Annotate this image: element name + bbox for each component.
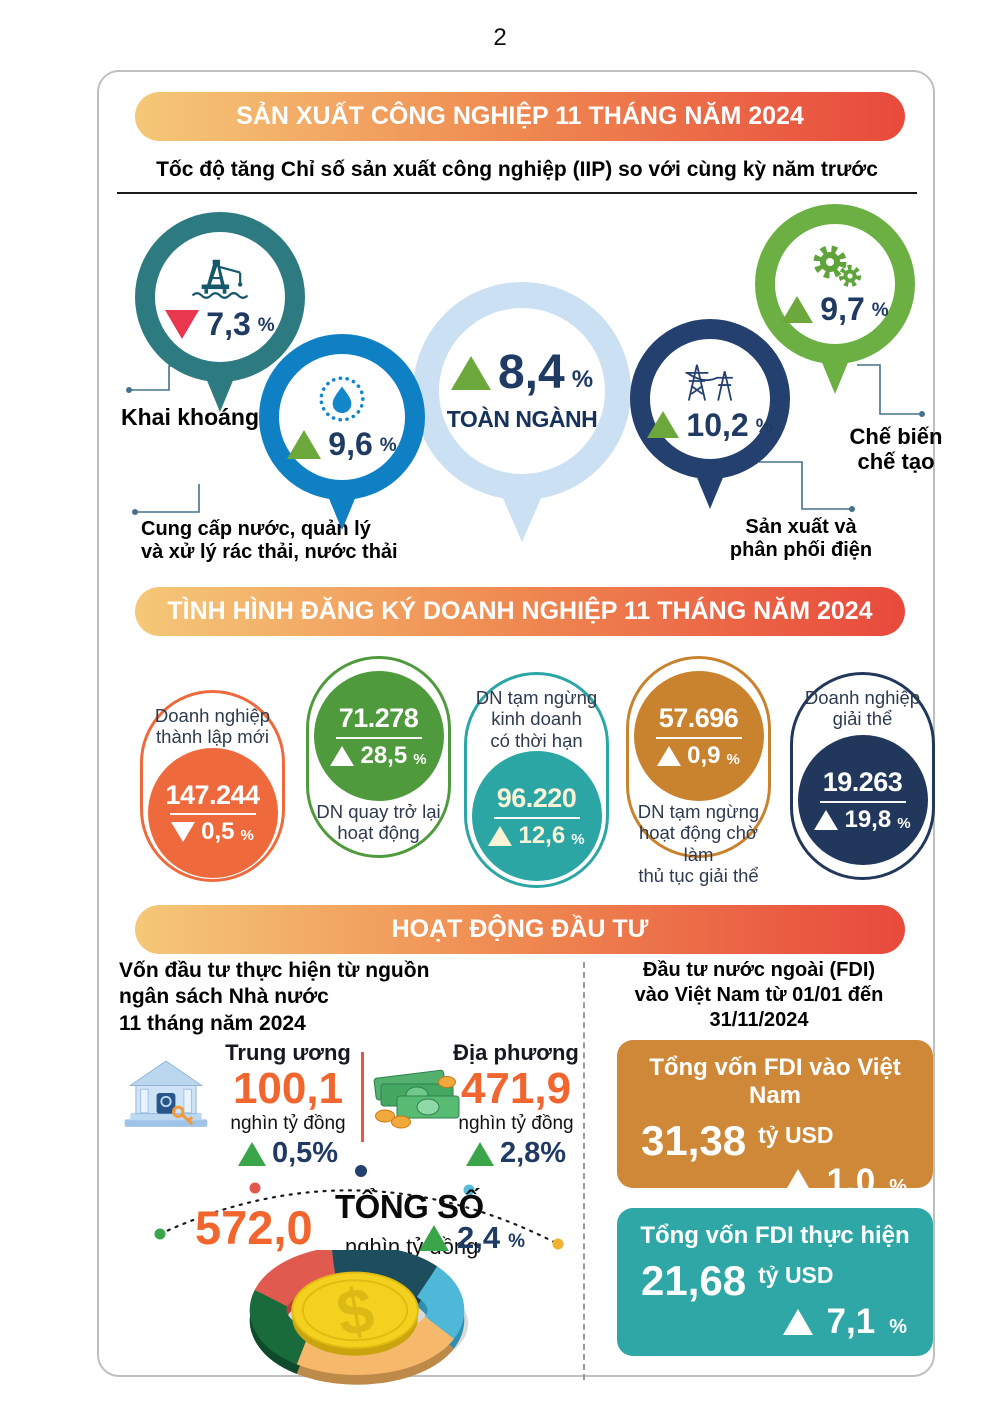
biz-card-returning: 71.278 28,5 % DN quay trở lại hoạt động (306, 656, 451, 858)
fdi-total-box: Tổng vốn FDI vào Việt Nam 31,38 tỷ USD 1… (617, 1040, 933, 1199)
up-triangle-icon (450, 356, 491, 390)
bubble-manufacturing: 9,7 % (755, 204, 915, 394)
section-header-business: TÌNH HÌNH ĐĂNG KÝ DOANH NGHIỆP 11 THÁNG … (135, 587, 905, 636)
bank-icon (124, 1060, 208, 1127)
up-triangle-icon (237, 1141, 266, 1166)
bubble-mining: 7,3 % (135, 212, 305, 412)
dotted-arc (154, 1165, 564, 1250)
biz-card-suspended: DN tạm ngừng kinh doanh có thời hạn 96.2… (464, 672, 609, 888)
central-value: 100,1 (232, 1064, 344, 1113)
manufacturing-value: 9,7 (820, 291, 865, 327)
biz-card-awaiting-dissolution: 57.696 0,9 % DN tạm ngừng hoạt động chờ … (626, 656, 771, 886)
vertical-divider (583, 962, 585, 1380)
local-budget-stat: Địa phương 471,9 nghìn tỷ đồng 2,8% (441, 1040, 591, 1168)
section-title: TÌNH HÌNH ĐĂNG KÝ DOANH NGHIỆP 11 THÁNG … (167, 597, 873, 625)
up-triangle-icon (647, 411, 680, 438)
up-triangle-icon (419, 1224, 449, 1251)
page-number: 2 (493, 24, 507, 51)
content-card: SẢN XUẤT CÔNG NGHIỆP 11 THÁNG NĂM 2024 T… (97, 70, 942, 1385)
biz-card-circle: 71.278 28,5 % (313, 671, 444, 801)
gears-icon (813, 245, 862, 288)
mining-value: 7,3 (206, 306, 251, 342)
biz-card-new: Doanh nghiệp thành lập mới 147.244 0,5 % (140, 690, 285, 882)
section-title: HOẠT ĐỘNG ĐẦU TƯ (391, 915, 649, 943)
up-triangle-icon (488, 825, 513, 846)
total-budget-label: TỔNG SỐ (335, 1188, 484, 1225)
water-drop-icon (319, 376, 365, 422)
biz-card-label: DN tạm ngừng kinh doanh có thời hạn (475, 687, 598, 751)
bubble-total-industry: 8,4 % TOÀN NGÀNH (413, 282, 631, 542)
up-triangle-icon (465, 1141, 494, 1166)
up-triangle-icon (781, 295, 814, 323)
central-budget-stat: Trung ương 100,1 nghìn tỷ đồng 0,5% (213, 1040, 363, 1168)
biz-card-circle: 19.263 19,8 % (797, 735, 928, 865)
oil-rig-icon (191, 259, 249, 299)
fdi-box-title: Tổng vốn FDI vào Việt Nam (649, 1054, 901, 1109)
local-label: Địa phương (453, 1040, 579, 1065)
down-triangle-icon (171, 822, 196, 843)
up-triangle-icon (287, 429, 322, 459)
electricity-value: 10,2 (686, 406, 749, 443)
bubble-electricity: 10,2 % (630, 319, 790, 509)
central-delta: 0,5% (271, 1137, 339, 1170)
electricity-label: Sản xuất và phân phối điện (729, 516, 873, 561)
down-triangle-icon (165, 309, 200, 339)
biz-card-label: DN quay trở lại hoạt động (316, 801, 441, 844)
manufacturing-label: Chế biến chế tạo (849, 424, 943, 475)
biz-card-circle: 57.696 0,9 % (633, 671, 764, 801)
biz-card-number: 147.244 (165, 779, 260, 810)
central-label: Trung ương (225, 1040, 351, 1065)
up-triangle-icon (330, 745, 355, 766)
central-unit: nghìn tỷ đồng (230, 1113, 346, 1135)
biz-card-label: Doanh nghiệp thành lập mới (154, 705, 271, 748)
local-delta: 2,8% (499, 1137, 567, 1170)
biz-card-circle: 96.220 12,6 % (471, 750, 602, 881)
state-budget-heading: Vốn đầu tư thực hiện từ nguồn ngân sách … (119, 959, 430, 1035)
power-pylon-icon (685, 363, 733, 401)
total-budget-delta: 2,4 % (419, 1222, 525, 1253)
water-value: 9,6 (328, 426, 373, 462)
biz-card-dissolved: Doanh nghiệp giải thể 19.263 19,8 % (790, 672, 935, 880)
section-header-investment: HOẠT ĐỘNG ĐẦU TƯ (135, 905, 905, 954)
biz-card-label: DN tạm ngừng hoạt động chờ làm thủ tục g… (637, 801, 760, 886)
section-header-industry: SẢN XUẤT CÔNG NGHIỆP 11 THÁNG NĂM 2024 (135, 92, 905, 141)
biz-card-number: 57.696 (658, 703, 739, 734)
local-unit: nghìn tỷ đồng (458, 1113, 574, 1135)
section-title: SẢN XUẤT CÔNG NGHIỆP 11 THÁNG NĂM 2024 (236, 102, 804, 130)
bubble-water: 9,6 % (259, 334, 425, 530)
water-label: Cung cấp nước, quản lý và xử lý rác thải… (141, 518, 398, 563)
fdi-box-value: 31,38 (641, 1117, 747, 1164)
fdi-box-value: 21,68 (641, 1257, 747, 1304)
fdi-implemented-box: Tổng vốn FDI thực hiện 21,68 tỷ USD 7,1 … (617, 1208, 933, 1356)
up-triangle-icon (657, 745, 682, 766)
biz-card-number: 71.278 (338, 703, 419, 734)
fdi-heading: Đầu tư nước ngoài (FDI) vào Việt Nam từ … (634, 959, 884, 1031)
total-industry-value: 8,4 (497, 346, 565, 399)
total-budget-value: 572,0 (195, 1201, 313, 1254)
local-value: 471,9 (460, 1064, 572, 1113)
up-triangle-icon (782, 1308, 813, 1335)
budget-donut-chart: $ (249, 1250, 469, 1385)
biz-card-circle: 147.244 0,5 % (147, 747, 278, 878)
red-divider (361, 1052, 364, 1142)
total-industry-label: TOÀN NGÀNH (446, 406, 598, 432)
money-stack-icon (373, 1069, 460, 1129)
iip-subtitle: Tốc độ tăng Chỉ số sản xuất công nghiệp … (117, 158, 917, 194)
fdi-box-title: Tổng vốn FDI thực hiện (640, 1222, 910, 1249)
up-triangle-icon (782, 1168, 813, 1195)
up-triangle-icon (814, 809, 839, 830)
biz-card-label: Doanh nghiệp giải thể (804, 687, 921, 730)
biz-card-number: 19.263 (822, 767, 903, 798)
biz-card-number: 96.220 (496, 782, 577, 813)
